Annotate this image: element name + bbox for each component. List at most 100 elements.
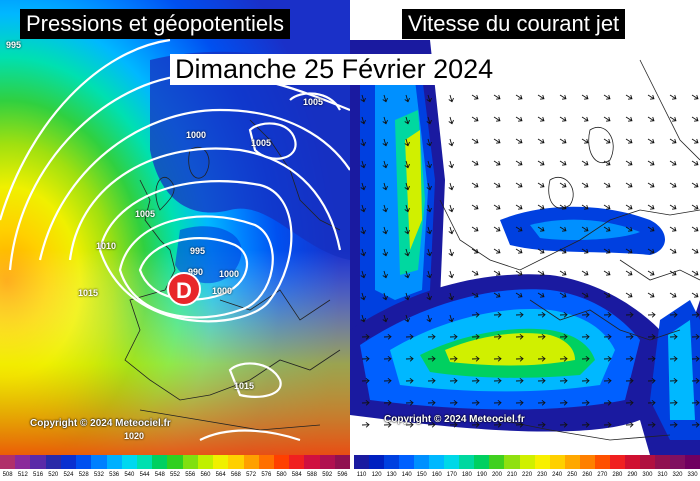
wind-arrow [404,94,410,103]
wind-arrow [426,270,432,279]
legend-label: 330 [687,472,698,478]
wind-arrow [471,399,480,406]
wind-arrow [691,226,699,232]
legend-label: 170 [446,472,457,478]
legend-label: 300 [642,472,653,478]
wind-arrow [625,160,633,166]
wind-arrow [405,333,414,340]
wind-arrow [581,94,589,100]
legend-swatch [289,455,305,469]
wind-arrow [647,94,655,100]
wind-arrow [603,248,611,254]
wind-arrow [361,333,370,340]
wind-arrow [603,421,612,428]
wind-arrow [603,226,611,232]
wind-arrow [691,333,700,340]
wind-arrow [537,226,545,232]
legend-swatch [504,455,520,469]
wind-arrow [471,138,479,144]
wind-arrow [691,116,699,122]
wind-arrow [537,160,545,166]
wind-arrow [515,138,523,144]
wind-arrow [449,333,458,340]
wind-arrow [448,248,454,257]
wind-arrow [515,399,524,406]
wind-arrow [427,355,436,362]
wind-arrow [493,311,502,318]
legend-swatch [152,455,168,469]
wind-arrow [449,399,458,406]
wind-arrow [360,270,366,279]
wind-arrow [404,292,410,301]
wind-arrow [426,116,432,125]
legend-swatch [354,455,370,469]
legend-swatch [534,455,550,469]
wind-arrow [404,226,410,235]
wind-arrow [382,226,388,235]
wind-arrow [559,182,567,188]
wind-arrow [515,116,523,122]
wind-arrow [691,421,700,428]
wind-arrow [383,421,392,428]
wind-arrow [426,138,432,147]
legend-swatch [414,455,430,469]
wind-arrow [647,182,655,188]
wind-arrow [537,399,546,406]
wind-arrow [404,248,410,257]
wind-arrow [559,292,567,298]
legend-label: 512 [17,472,28,478]
legend-label: 588 [306,472,317,478]
wind-arrow [691,377,700,384]
legend-swatch [182,455,198,469]
legend-label: 210 [506,472,517,478]
wind-arrow [515,182,523,188]
legend-swatch [399,455,415,469]
wind-arrow [559,204,567,210]
wind-arrow [426,160,432,169]
legend-label: 536 [109,472,120,478]
wind-arrow [448,116,454,125]
legend-label: 584 [291,472,302,478]
wind-arrow [382,248,388,257]
isobar-label: 1000 [212,286,233,296]
wind-arrow [537,204,545,210]
wind-arrow [493,116,501,122]
wind-arrow [448,182,454,191]
wind-arrow [426,248,432,257]
wind-arrow [360,160,366,169]
legend-swatch [429,455,445,469]
wind-arrow [603,311,612,318]
wind-arrow [537,138,545,144]
wind-arrow [471,421,480,428]
wind-arrow [449,421,458,428]
wind-arrow [603,399,612,406]
legend-swatch [564,455,580,469]
wind-arrow [669,292,677,298]
wind-arrow [471,226,479,232]
wind-arrow [537,94,545,100]
wind-arrow [515,248,523,254]
wind-arrow [471,355,480,362]
wind-arrow [581,399,590,406]
wind-arrow [691,355,700,362]
coastlines [439,59,700,441]
wind-arrow [427,333,436,340]
wind-arrow [383,399,392,406]
wind-arrow [471,248,479,254]
wind-arrow [404,314,410,323]
legend-label: 270 [597,472,608,478]
wind-arrow [360,94,366,103]
wind-arrow [559,377,568,384]
legend-swatch [136,455,153,469]
jet-stream-field [350,0,700,455]
wind-arrow [471,292,479,298]
wind-arrow [669,138,677,144]
legend-swatch [60,455,77,469]
wind-arrow [404,160,410,169]
geopotential-legend: 508 512 516 520 524 528 532 536 540 544 548 552 556 5… [0,455,351,481]
wind-arrow [581,160,589,166]
wind-arrow [515,270,523,276]
wind-arrow [493,248,501,254]
wind-arrow [625,377,634,384]
legend-swatch [334,455,351,469]
